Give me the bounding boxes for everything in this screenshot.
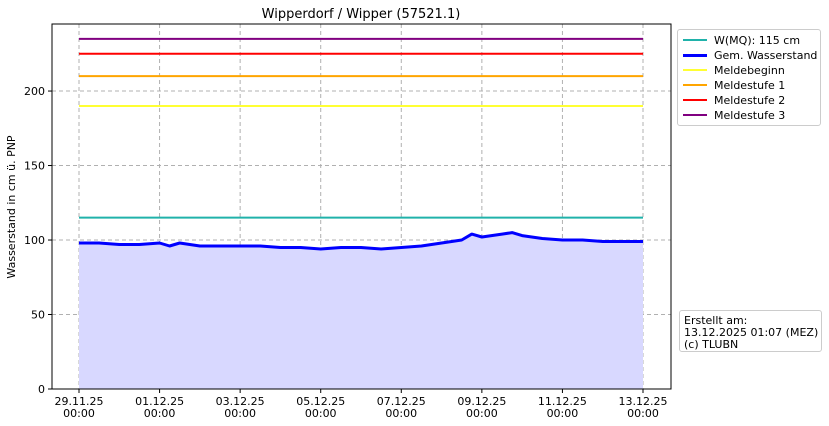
x-tick-label-time: 00:00	[63, 407, 95, 420]
x-tick-label-date: 03.12.25	[216, 395, 265, 408]
threshold-layer	[79, 37, 643, 219]
x-tick-label-time: 00:00	[144, 407, 176, 420]
legend-swatch-meldestufe-3	[683, 114, 707, 116]
y-tick-label: 150	[24, 160, 45, 173]
x-tick-label-date: 01.12.25	[135, 395, 184, 408]
info-box: Erstellt am: 13.12.2025 01:07 (MEZ) (c) …	[679, 310, 822, 352]
chart-title: Wipperdorf / Wipper (57521.1)	[262, 7, 461, 22]
legend-item-water-level: Gem. Wasserstand	[683, 48, 817, 62]
legend-swatch-meldebeginn	[683, 69, 707, 71]
y-tick-label: 0	[38, 383, 45, 396]
legend-label-meldestufe-1: Meldestufe 1	[714, 78, 786, 92]
legend-item-meldestufe-1: Meldestufe 1	[683, 78, 785, 92]
x-tick-label-time: 00:00	[547, 407, 579, 420]
x-tick-label-date: 07.12.25	[377, 395, 426, 408]
water-level-line	[79, 231, 643, 251]
legend-label-meldestufe-3: Meldestufe 3	[714, 108, 786, 122]
x-tick-label-time: 00:00	[627, 407, 659, 420]
area-layer	[79, 232, 643, 389]
legend-swatch-wmq	[683, 39, 707, 41]
legend: W(MQ): 115 cm Gem. Wasserstand Meldebegi…	[677, 29, 821, 126]
legend-item-meldebeginn: Meldebeginn	[683, 63, 785, 77]
x-tick-label-date: 05.12.25	[296, 395, 345, 408]
x-tick-label-date: 29.11.25	[55, 395, 104, 408]
tick-layer: 05010015020029.11.2500:0001.12.2500:0003…	[24, 85, 667, 420]
legend-item-meldestufe-2: Meldestufe 2	[683, 93, 785, 107]
legend-swatch-water-level	[683, 53, 707, 57]
copyright-text: (c) TLUBN	[684, 338, 739, 351]
x-tick-label-time: 00:00	[224, 407, 256, 420]
water-level-area	[79, 232, 643, 389]
x-tick-label-date: 09.12.25	[457, 395, 506, 408]
x-tick-label-date: 13.12.25	[619, 395, 668, 408]
legend-label-wmq: W(MQ): 115 cm	[714, 33, 801, 47]
series-layer	[79, 231, 643, 251]
legend-item-meldestufe-3: Meldestufe 3	[683, 108, 785, 122]
plot-frame	[51, 23, 672, 390]
y-tick-label: 200	[24, 85, 45, 98]
x-tick-label-date: 11.12.25	[538, 395, 587, 408]
created-value: 13.12.2025 01:07 (MEZ)	[684, 326, 819, 339]
created-label: Erstellt am:	[684, 314, 748, 327]
y-tick-label: 50	[31, 309, 45, 322]
legend-swatch-meldestufe-1	[683, 84, 707, 86]
legend-label-meldestufe-2: Meldestufe 2	[714, 93, 786, 107]
legend-item-wmq: W(MQ): 115 cm	[683, 33, 800, 47]
x-tick-label-time: 00:00	[385, 407, 417, 420]
y-axis-label: Wasserstand in cm ü. PNP	[5, 135, 18, 279]
legend-swatch-meldestufe-2	[683, 99, 707, 101]
x-tick-label-time: 00:00	[305, 407, 337, 420]
y-tick-label: 100	[24, 234, 45, 247]
legend-label-meldebeginn: Meldebeginn	[714, 63, 785, 77]
x-tick-label-time: 00:00	[466, 407, 498, 420]
legend-label-water-level: Gem. Wasserstand	[714, 48, 818, 62]
